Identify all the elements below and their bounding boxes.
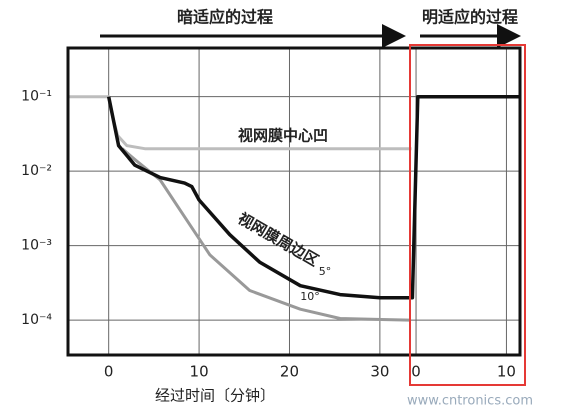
highlight-box (409, 44, 526, 386)
watermark: www.cntronics.com (407, 394, 533, 409)
plot-area (68, 48, 520, 355)
x-tick-label: 0 (104, 363, 114, 381)
x-tick-label: 10 (190, 363, 209, 381)
data-line (106, 94, 520, 300)
series-label: 视网膜中心凹 (238, 127, 328, 145)
y-tick-label: 10⁻² (21, 163, 52, 179)
phase-label: 明适应的过程 (422, 8, 518, 27)
y-tick-label: 10⁻³ (21, 238, 52, 254)
series-label: 10° (300, 290, 320, 303)
x-tick-label: 30 (370, 363, 389, 381)
phase-label: 暗适应的过程 (177, 8, 273, 27)
x-tick-label: 10 (497, 363, 516, 381)
x-tick-label: 0 (411, 363, 421, 381)
y-tick-label: 10⁻¹ (21, 89, 52, 105)
x-tick-label: 20 (280, 363, 299, 381)
series-label: 5° (319, 265, 332, 278)
data-line (121, 147, 410, 322)
y-tick-label: 10⁻⁴ (21, 312, 52, 328)
plot-frame (66, 46, 522, 357)
x-axis-title: 经过时间〔分钟〕 (155, 387, 275, 405)
